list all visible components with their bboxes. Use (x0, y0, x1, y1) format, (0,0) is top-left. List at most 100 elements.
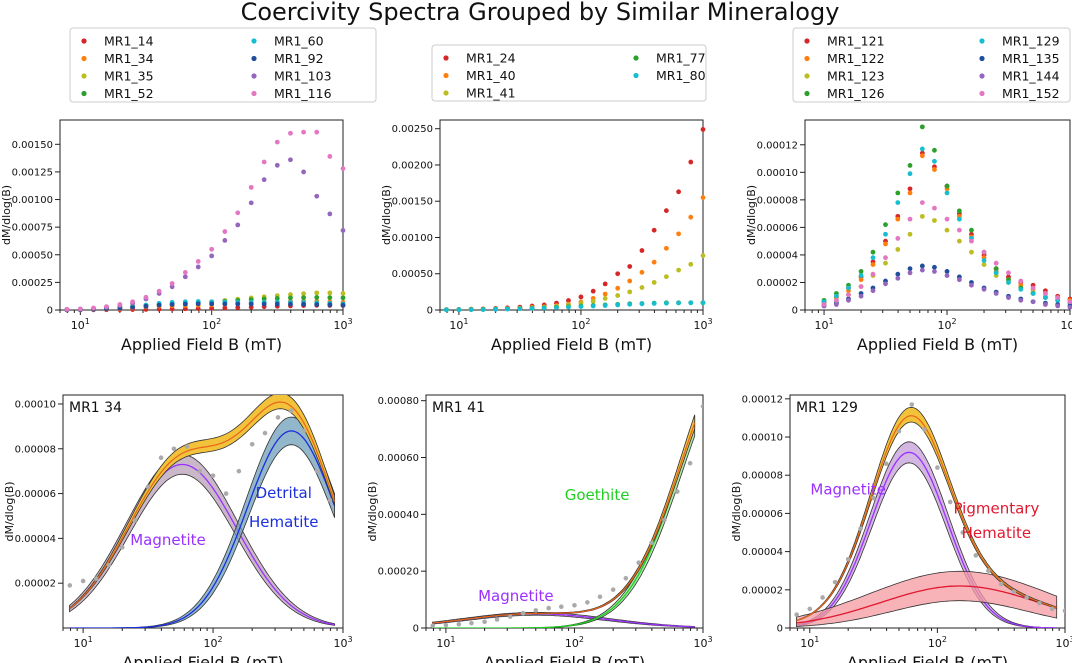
data-point (195, 264, 201, 270)
data-point (615, 285, 621, 291)
data-point (340, 291, 346, 296)
measured-point (430, 623, 436, 628)
data-point (969, 249, 974, 255)
measured-point (820, 595, 825, 600)
measured-point (1011, 589, 1017, 595)
component-annotation: Hematite (249, 513, 318, 531)
y-tick-label: 0.00150 (392, 197, 433, 208)
data-point (327, 211, 333, 217)
y-tick-label: 0.00150 (12, 140, 53, 151)
data-point (919, 153, 925, 159)
measured-point (494, 617, 500, 622)
y-tick-label: 0.00008 (757, 195, 798, 206)
measured-point (662, 517, 667, 523)
measured-point (794, 612, 800, 617)
measured-point (67, 583, 73, 588)
data-point (235, 210, 241, 216)
measured-point (909, 402, 915, 407)
y-tick-label: 0.00040 (378, 510, 419, 521)
data-point (517, 306, 523, 312)
legend-label: MR1_92 (274, 51, 324, 66)
total-fit-line (69, 401, 336, 609)
data-point (195, 258, 201, 264)
data-point (639, 285, 645, 290)
measured-point (482, 619, 487, 625)
measured-point (184, 444, 190, 449)
data-point (64, 306, 70, 312)
data-point (130, 304, 136, 310)
data-point (493, 306, 499, 312)
data-point (248, 301, 254, 307)
data-point (627, 264, 633, 269)
data-point (327, 302, 333, 308)
data-point (156, 288, 162, 294)
x-tick-label: 102 (202, 317, 221, 332)
x-tick-label: 101 (436, 635, 455, 650)
data-point (261, 177, 267, 183)
sample-label: MR1 129 (796, 400, 858, 416)
component-envelope (796, 570, 1058, 627)
data-point (919, 124, 925, 130)
data-point (327, 154, 333, 159)
y-axis-label: dM/dlog(B) (745, 185, 758, 245)
y-axis-label: dM/dlog(B) (366, 481, 379, 541)
data-point (932, 264, 937, 270)
data-point (969, 227, 974, 233)
data-point (91, 305, 96, 311)
data-point (169, 302, 175, 307)
measured-point (106, 562, 112, 568)
data-point (833, 297, 839, 303)
measured-point (998, 581, 1004, 587)
data-point (907, 231, 913, 237)
data-point (327, 290, 333, 296)
data-point (77, 306, 83, 312)
data-point (590, 288, 596, 294)
y-tick-label: 0.00012 (742, 394, 783, 405)
data-point (1055, 295, 1061, 301)
data-point (209, 305, 215, 311)
y-tick-label: 0.00025 (12, 278, 53, 289)
y-tick-label: 0.00060 (378, 453, 419, 464)
data-point (993, 260, 999, 266)
data-point (182, 301, 188, 307)
data-point (688, 159, 694, 165)
data-point (858, 277, 864, 283)
data-point (981, 286, 987, 292)
data-point (870, 255, 876, 261)
data-point (248, 200, 254, 206)
data-point (209, 253, 215, 259)
legend-marker (251, 90, 257, 97)
data-point (456, 307, 462, 313)
data-point (274, 139, 280, 145)
measured-point (960, 530, 966, 535)
data-point (554, 305, 559, 310)
measured-point (871, 495, 876, 501)
legend-label: MR1_60 (274, 34, 324, 49)
data-point (651, 280, 657, 285)
measured-point (884, 461, 889, 467)
measured-point (456, 622, 462, 627)
data-point (919, 146, 925, 152)
data-point (301, 301, 306, 307)
legend-marker (804, 38, 810, 44)
data-point (870, 288, 876, 294)
data-point (590, 303, 596, 309)
plot-frame (62, 394, 344, 629)
data-point (288, 130, 293, 136)
measured-point (171, 446, 177, 452)
data-point (301, 129, 306, 135)
data-point (870, 271, 876, 277)
panel-top-right: 101 102 103 0 0.00002 0.00004 0.00006 0.00008 0.… (745, 119, 1072, 354)
data-point (919, 200, 925, 206)
y-axis-label: dM/dlog(B) (730, 481, 743, 541)
measured-point (1037, 600, 1042, 606)
legend-marker (81, 73, 87, 79)
measured-point (249, 441, 255, 447)
measured-point (687, 460, 693, 466)
y-tick-label: 0 (427, 306, 433, 317)
total-fit-envelope (796, 406, 1058, 622)
data-point (1043, 295, 1048, 301)
data-point (195, 301, 201, 307)
panel-top-left: 101 102 103 0 0.00025 0.00050 0.00075 0.00100 0.… (0, 119, 353, 354)
series-MR1_116 (64, 129, 346, 312)
